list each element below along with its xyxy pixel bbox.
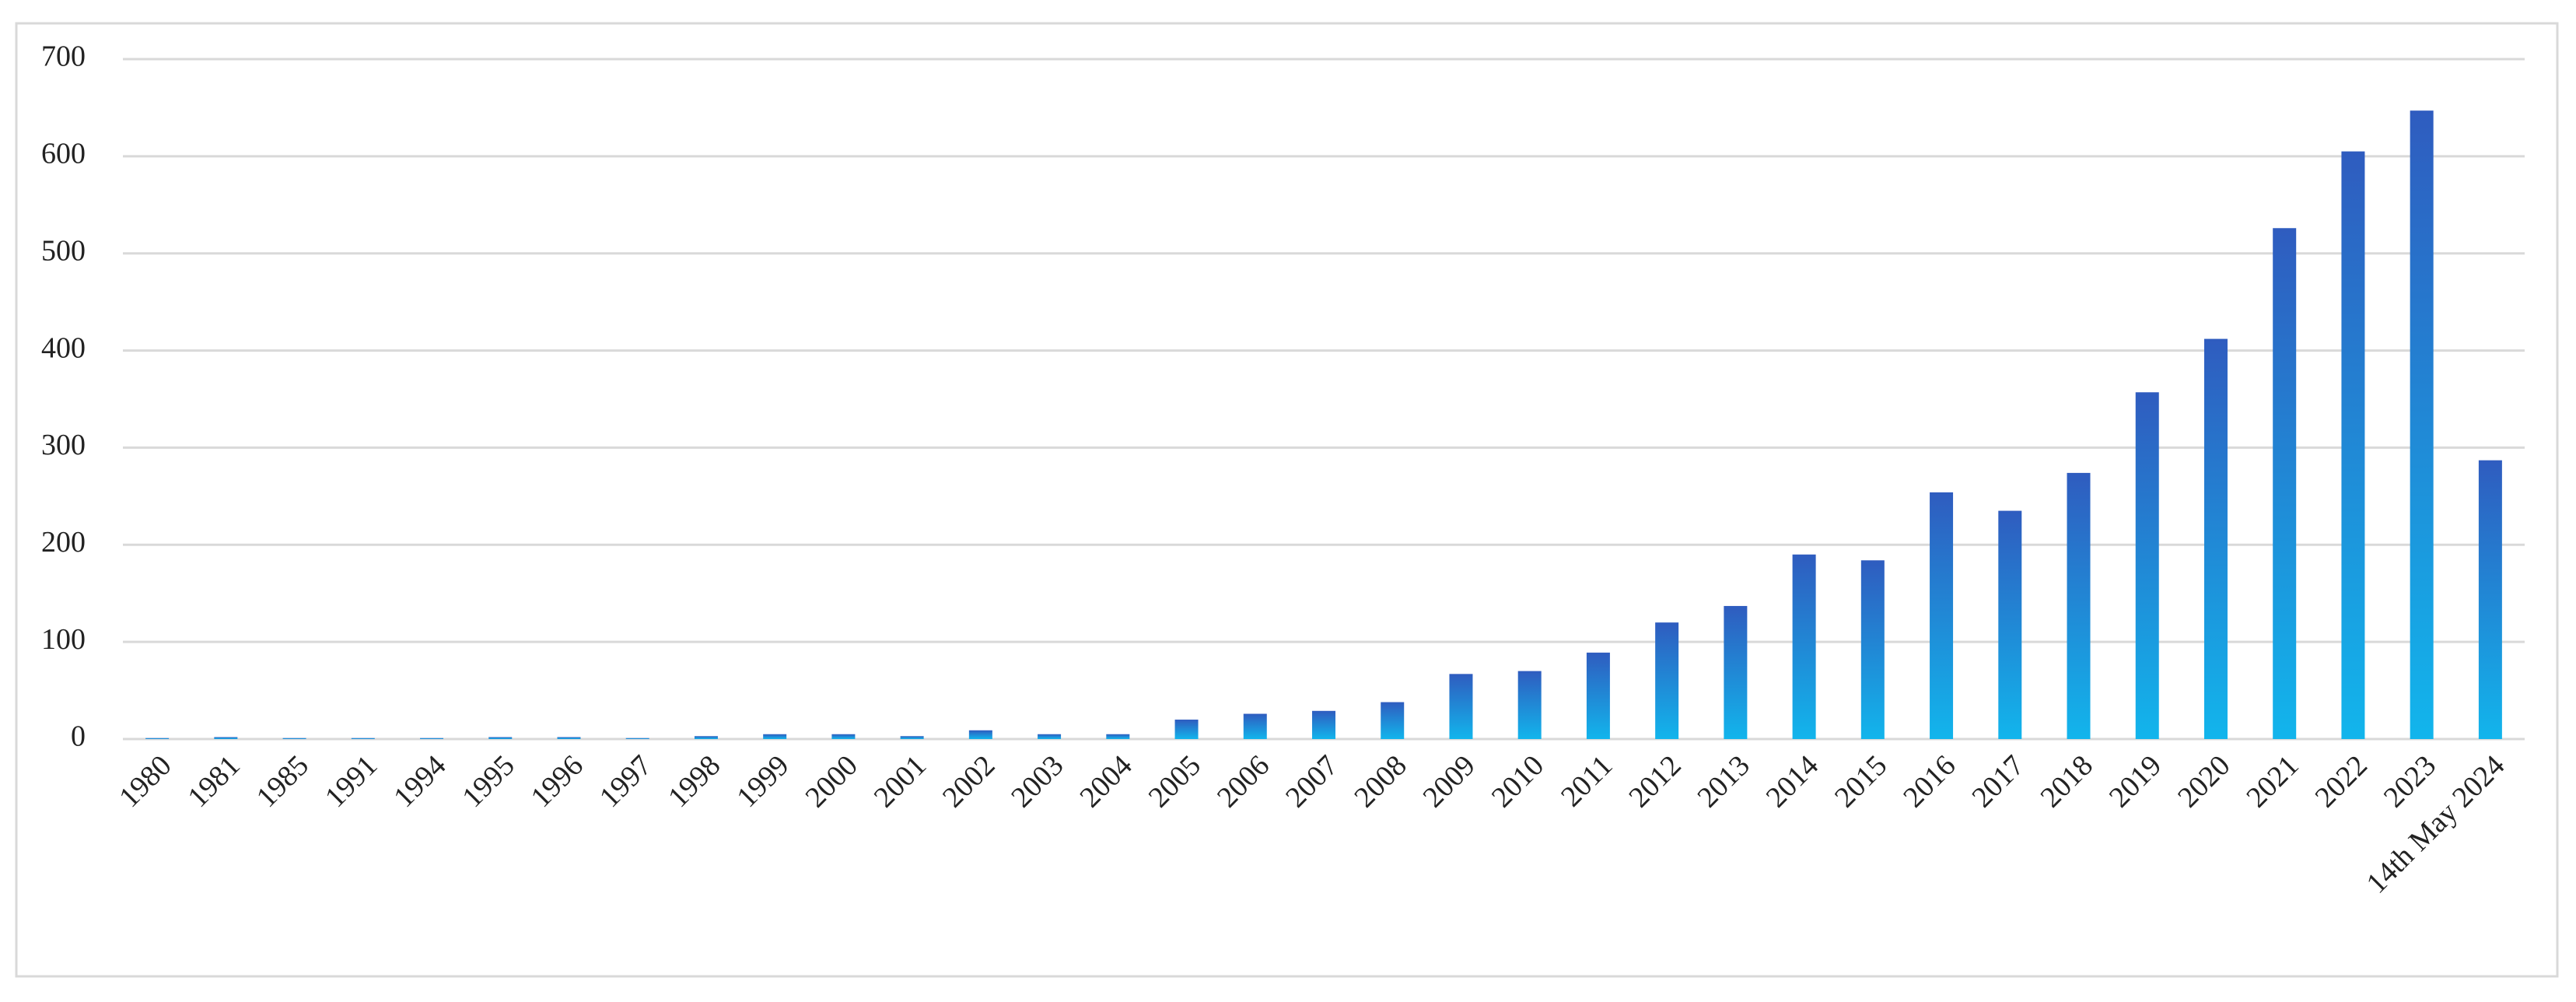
bar — [831, 734, 856, 739]
x-tick-label: 2017 — [1965, 749, 2030, 814]
bar — [900, 736, 924, 739]
x-tick-label: 2015 — [1829, 749, 1893, 814]
x-tick-label: 2007 — [1279, 749, 1344, 814]
bar — [2135, 392, 2159, 739]
x-tick-label: 2004 — [1073, 749, 1138, 814]
y-tick-label: 300 — [41, 429, 86, 461]
y-tick-label: 500 — [41, 234, 86, 267]
x-tick-label: 2019 — [2103, 749, 2168, 814]
x-tick-label: 2018 — [2035, 749, 2099, 814]
bar — [1930, 492, 1954, 739]
x-tick-label: 1980 — [113, 749, 177, 814]
x-tick-label: 2021 — [2240, 749, 2305, 814]
bar — [1792, 554, 1816, 739]
bar — [2067, 472, 2091, 739]
x-tick-label: 2020 — [2172, 749, 2236, 814]
x-tick-label: 2003 — [1005, 749, 1069, 814]
chart-frame — [15, 22, 2559, 978]
bar — [420, 737, 444, 739]
bar — [214, 737, 238, 739]
bar — [1038, 734, 1062, 739]
bar — [2341, 151, 2365, 740]
bar — [351, 737, 375, 739]
x-tick-label: 1985 — [250, 749, 315, 814]
bar — [145, 737, 170, 739]
y-tick-label: 0 — [71, 720, 86, 753]
bar — [1174, 720, 1199, 739]
x-tick-label: 2006 — [1211, 749, 1276, 814]
y-tick-label: 200 — [41, 526, 86, 559]
x-tick-label: 1998 — [662, 749, 726, 814]
bar — [1312, 710, 1335, 739]
x-tick-label: 2011 — [1555, 749, 1619, 813]
bar — [557, 737, 581, 739]
x-tick-label: 2000 — [799, 749, 863, 814]
y-tick-label: 700 — [41, 40, 86, 73]
bar — [2478, 460, 2502, 739]
bar — [1243, 713, 1267, 739]
bar — [763, 734, 787, 739]
x-tick-label: 2016 — [1897, 749, 1962, 814]
bar — [2410, 110, 2434, 739]
x-tick-label: 2005 — [1143, 749, 1207, 814]
bar — [1724, 605, 1748, 739]
bar — [1655, 622, 1679, 739]
x-tick-label: 1996 — [525, 749, 590, 814]
x-tick-label: 1981 — [181, 749, 246, 814]
y-tick-label: 100 — [41, 623, 86, 656]
x-tick-label: 1997 — [593, 749, 658, 814]
x-tick-label: 1995 — [456, 749, 520, 814]
x-tick-label: 2008 — [1348, 749, 1412, 814]
x-tick-label: 1994 — [387, 749, 452, 814]
bar — [282, 737, 306, 739]
x-tick-label: 2009 — [1417, 749, 1482, 814]
bar — [488, 737, 513, 739]
bar — [694, 736, 718, 739]
x-tick-label: 1999 — [730, 749, 795, 814]
bar — [1998, 510, 2022, 739]
x-tick-label: 2013 — [1691, 749, 1755, 814]
bar — [2203, 338, 2228, 739]
x-tick-label: 2014 — [1760, 749, 1825, 814]
x-tick-label: 2022 — [2309, 749, 2374, 814]
bar — [1381, 702, 1405, 739]
bar — [1517, 671, 1542, 739]
x-tick-label: 2001 — [868, 749, 933, 814]
y-tick-label: 600 — [41, 138, 86, 170]
x-tick-label: 2012 — [1622, 749, 1687, 814]
x-tick-label: 2002 — [936, 749, 1001, 814]
bar — [1106, 734, 1130, 739]
bar — [625, 737, 649, 739]
x-tick-label: 2010 — [1486, 749, 1550, 814]
bar — [1860, 560, 1885, 739]
bar — [2273, 228, 2297, 739]
bar — [968, 730, 992, 739]
y-tick-label: 400 — [41, 331, 86, 364]
bar — [1449, 674, 1473, 739]
x-tick-label: 1991 — [319, 749, 383, 814]
bar — [1586, 652, 1610, 739]
